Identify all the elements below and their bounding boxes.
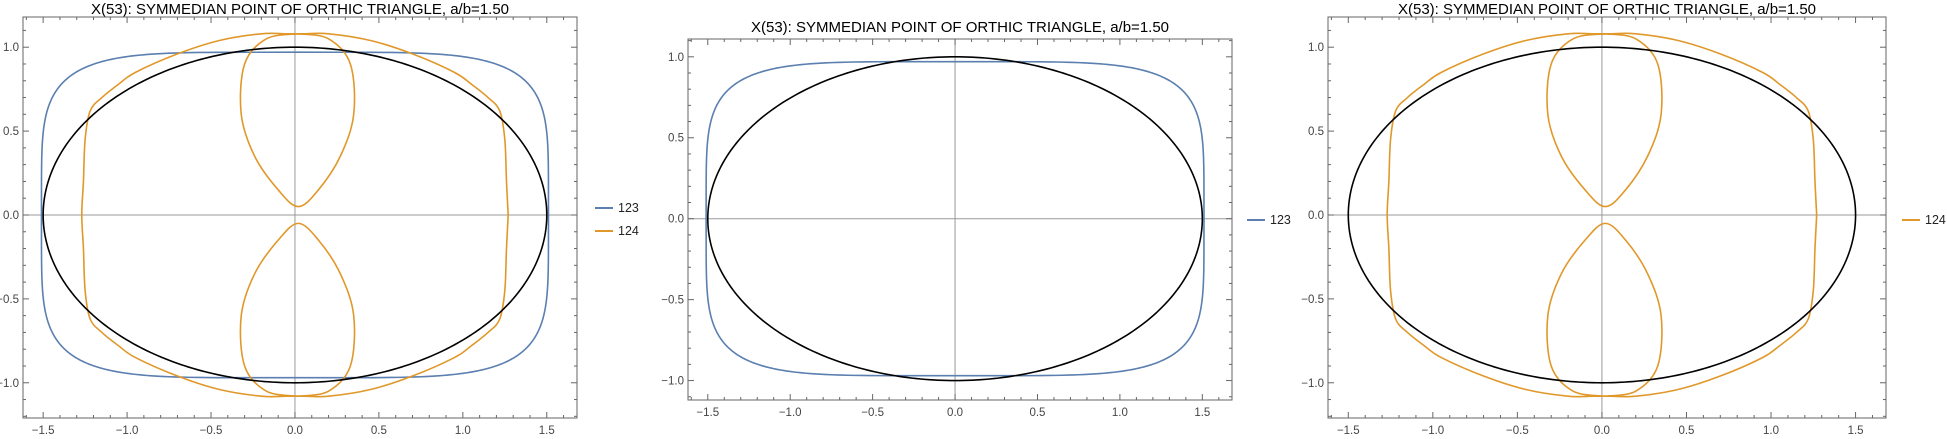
y-tick-label: 0.5 [668, 133, 684, 145]
reference-ellipse [706, 56, 1204, 382]
y-tick-label: −1.0 [0, 378, 19, 390]
x-tick-label: 1.5 [1848, 425, 1864, 437]
chart-panel-2: X(53): SYMMEDIAN POINT OF ORTHIC TRIANGL… [661, 19, 1291, 419]
x-tick-label: 0.5 [371, 425, 387, 437]
series-124-lower-loop [239, 222, 356, 397]
series-124-outer-curve [80, 32, 509, 398]
y-tick-label: 0.0 [3, 210, 19, 222]
y-tick-label: 0.5 [1308, 126, 1324, 138]
series-123-curve [705, 60, 1205, 377]
chart-panel-3: X(53): SYMMEDIAN POINT OF ORTHIC TRIANGL… [1301, 1, 1946, 437]
plot-frame [687, 38, 1233, 401]
y-tick-label: 0.0 [668, 214, 684, 226]
x-tick-label: −0.5 [861, 407, 884, 419]
y-tick-label: 1.0 [1308, 42, 1324, 54]
x-tick-label: 1.5 [1194, 407, 1210, 419]
legend-label-123: 123 [618, 201, 639, 215]
x-tick-label: 1.5 [539, 425, 555, 437]
x-tick-label: −1.0 [116, 425, 139, 437]
chart-title: X(53): SYMMEDIAN POINT OF ORTHIC TRIANGL… [91, 1, 509, 18]
plot-frame [22, 16, 578, 419]
plot-frame [1327, 16, 1887, 419]
x-tick-label: −1.5 [32, 425, 55, 437]
chart-title: X(53): SYMMEDIAN POINT OF ORTHIC TRIANGL… [751, 19, 1169, 36]
y-tick-label: −1.0 [661, 376, 684, 388]
y-tick-label: −1.0 [1301, 378, 1324, 390]
curves [705, 56, 1205, 382]
y-tick-label: 1.0 [668, 52, 684, 64]
x-tick-label: 0.5 [1678, 425, 1694, 437]
y-tick-label: 0.5 [3, 126, 19, 138]
series-124-upper-loop [1546, 32, 1663, 208]
legend-label-123: 123 [1270, 213, 1291, 227]
y-tick-label: 0.0 [1308, 210, 1324, 222]
x-tick-label: 0.0 [287, 425, 303, 437]
x-tick-label: 1.0 [1763, 425, 1779, 437]
x-tick-label: −1.5 [1337, 425, 1360, 437]
series-123-curve [40, 51, 550, 379]
series-124-lower-loop [1546, 222, 1663, 397]
reference-ellipse [42, 46, 548, 384]
series-124-upper-loop [239, 32, 356, 208]
x-tick-label: 1.0 [1112, 407, 1128, 419]
x-tick-label: 0.5 [1029, 407, 1045, 419]
x-tick-label: −1.0 [1421, 425, 1444, 437]
x-tick-label: −0.5 [1506, 425, 1529, 437]
legend: 123 [1247, 213, 1291, 227]
y-tick-label: −0.5 [1301, 294, 1324, 306]
x-tick-label: 1.0 [455, 425, 471, 437]
curves [1347, 32, 1857, 398]
legend-label-124: 124 [618, 224, 639, 238]
series-124-outer-curve [1386, 32, 1818, 398]
curves [40, 32, 550, 398]
x-tick-label: −1.5 [696, 407, 719, 419]
y-tick-label: 1.0 [3, 42, 19, 54]
legend: 123 124 [595, 201, 639, 238]
reference-ellipse [1347, 46, 1857, 384]
y-tick-label: −0.5 [0, 294, 19, 306]
legend: 124 [1902, 213, 1946, 227]
y-tick-label: −0.5 [661, 295, 684, 307]
chart-title: X(53): SYMMEDIAN POINT OF ORTHIC TRIANGL… [1398, 1, 1816, 18]
legend-label-124: 124 [1925, 213, 1946, 227]
x-tick-label: −1.0 [779, 407, 802, 419]
x-tick-label: −0.5 [200, 425, 223, 437]
x-tick-label: 0.0 [947, 407, 963, 419]
chart-panel-1: X(53): SYMMEDIAN POINT OF ORTHIC TRIANGL… [0, 1, 639, 437]
x-tick-label: 0.0 [1594, 425, 1610, 437]
